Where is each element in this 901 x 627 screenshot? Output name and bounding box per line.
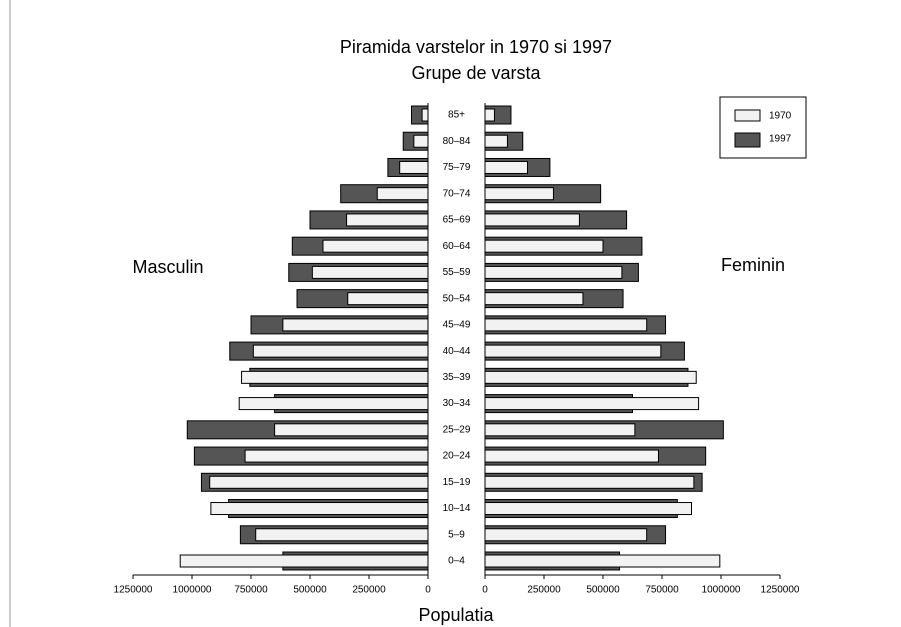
x-tick-label: 1000000 [173, 585, 212, 596]
bar-female [484, 397, 700, 411]
x-tick-label: 1250000 [761, 585, 800, 596]
x-tick-label: 500000 [293, 585, 327, 596]
category-label: 65–69 [443, 215, 471, 226]
category-label: 20–24 [443, 451, 471, 462]
category-label: 85+ [448, 110, 465, 121]
x-tick-label: 250000 [352, 585, 386, 596]
legend-label: 1997 [769, 134, 792, 145]
bar-female [484, 160, 528, 174]
category-label: 30–34 [443, 398, 471, 409]
bar-male [399, 160, 429, 174]
chart-subtitle: Grupe de varsta [411, 63, 541, 83]
bar-male [282, 318, 429, 332]
bar-female [484, 344, 662, 358]
category-label: 50–54 [443, 293, 471, 304]
x-tick-label: 1250000 [114, 585, 153, 596]
bar-female [484, 239, 604, 253]
bar-female [484, 423, 636, 437]
x-tick-label: 0 [482, 585, 488, 596]
bar-male [322, 239, 429, 253]
legend-label: 1970 [769, 111, 792, 122]
legend-box [719, 96, 807, 159]
category-label: 25–29 [443, 424, 471, 435]
x-tick-label: 1000000 [702, 585, 741, 596]
bar-female [484, 265, 623, 279]
bar-female [484, 475, 695, 489]
bar-male [241, 370, 429, 384]
bar-female [484, 213, 580, 227]
bar-female [484, 449, 659, 463]
bar-female [484, 554, 721, 568]
x-tick-label: 750000 [234, 585, 268, 596]
bar-male [311, 265, 429, 279]
bar-female [484, 187, 554, 201]
bar-male [238, 397, 429, 411]
category-label: 0–4 [448, 556, 465, 567]
bar-male [347, 292, 429, 306]
bar-male [376, 187, 429, 201]
bar-male [252, 344, 429, 358]
bar-male [274, 423, 429, 437]
bar-female [484, 318, 648, 332]
bar-male [255, 528, 429, 542]
category-label: 10–14 [443, 503, 471, 514]
x-tick-label: 750000 [645, 585, 679, 596]
bar-female [484, 502, 692, 516]
bar-female [484, 370, 697, 384]
category-label: 40–44 [443, 346, 471, 357]
left-label: Masculin [132, 257, 203, 277]
legend-swatch [734, 132, 761, 148]
chart-title: Piramida varstelor in 1970 si 1997 [340, 37, 612, 57]
x-tick-label: 500000 [586, 585, 620, 596]
x-tick-label: 250000 [527, 585, 561, 596]
category-label: 75–79 [443, 162, 471, 173]
bar-male [210, 502, 429, 516]
category-label: 5–9 [448, 529, 465, 540]
category-label: 60–64 [443, 241, 471, 252]
x-axis-label: Populatia [418, 605, 494, 625]
bar-male [413, 134, 429, 148]
bar-male [209, 475, 429, 489]
category-label: 45–49 [443, 320, 471, 331]
category-label: 70–74 [443, 188, 471, 199]
category-label: 15–19 [443, 477, 471, 488]
category-label: 35–39 [443, 372, 471, 383]
legend-swatch [734, 109, 761, 122]
category-label: 55–59 [443, 267, 471, 278]
right-label: Feminin [721, 255, 785, 275]
x-tick-label: 0 [425, 585, 431, 596]
bar-male [421, 108, 429, 122]
bar-male [179, 554, 429, 568]
bar-female [484, 528, 648, 542]
bar-male [244, 449, 429, 463]
bar-female [484, 292, 584, 306]
bar-female [484, 134, 508, 148]
bar-male [346, 213, 429, 227]
category-label: 80–84 [443, 136, 471, 147]
bar-female [484, 108, 495, 122]
